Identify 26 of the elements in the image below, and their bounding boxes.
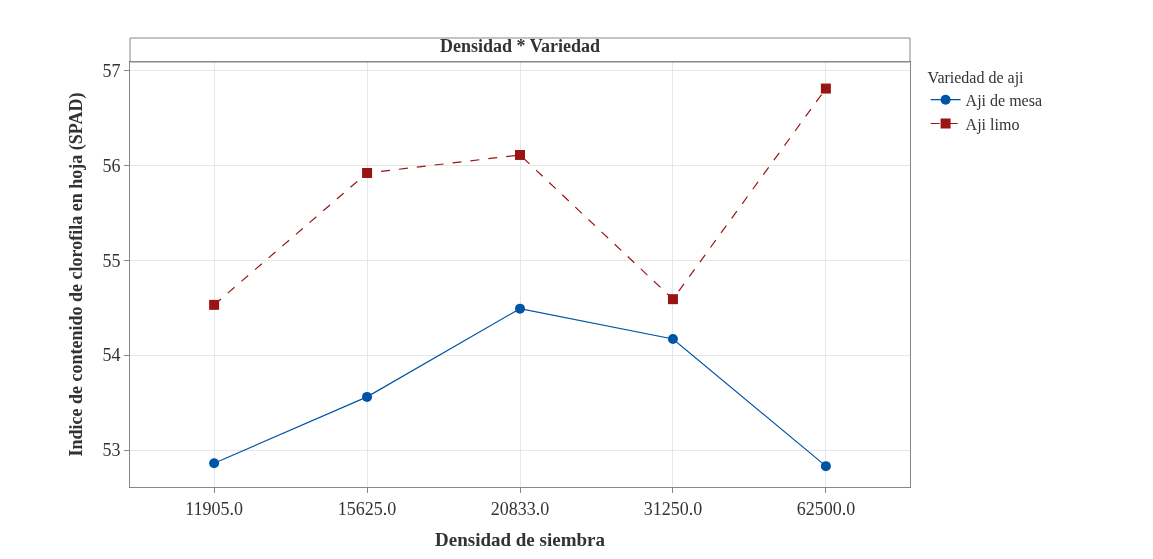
- point: [820, 461, 831, 472]
- point: [515, 303, 525, 314]
- legend-label: Aji de mesa: [965, 91, 1043, 110]
- legend-label: Aji limo: [965, 115, 1020, 134]
- y-tick-label: 55: [102, 250, 121, 271]
- point: [667, 334, 678, 345]
- x-tick-label: 15625.0: [337, 498, 397, 519]
- y-tick-label: 57: [102, 60, 121, 81]
- y-axis-title: Indice de contenido de clorofila en hoja (SPAD): [65, 92, 87, 457]
- point: [820, 83, 831, 94]
- point: [667, 294, 678, 305]
- y-tick-label: 56: [102, 155, 121, 176]
- legend-title: Variedad de aji: [927, 68, 1025, 87]
- x-tick-label: 11905.0: [185, 498, 244, 519]
- point: [209, 299, 220, 310]
- point: [362, 391, 373, 402]
- y-tick-label: 53: [102, 440, 121, 461]
- x-axis-title: Densidad de siembra: [435, 529, 606, 551]
- chart-title: Densidad * Variedad: [439, 36, 601, 56]
- x-tick-label: 62500.0: [796, 498, 856, 519]
- y-tick-label: 54: [102, 345, 121, 366]
- point: [515, 149, 525, 160]
- x-tick-label: 31250.0: [643, 498, 703, 519]
- point: [209, 458, 220, 469]
- x-tick-label: 20833.0: [490, 498, 550, 519]
- point: [362, 167, 373, 178]
